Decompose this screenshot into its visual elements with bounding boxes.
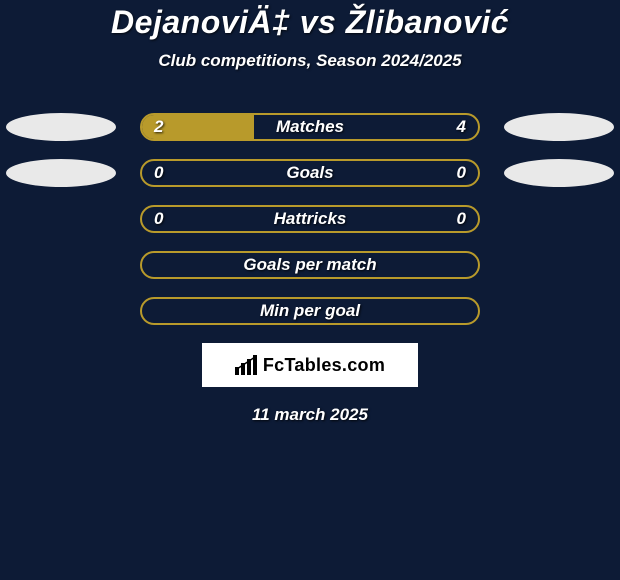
page-title: DejanoviÄ‡ vs Žlibanović [0,4,620,41]
player-left-ellipse [6,113,116,141]
stat-row: 24Matches [0,113,620,141]
bars-icon [235,355,257,375]
infographic-container: DejanoviÄ‡ vs Žlibanović Club competitio… [0,0,620,425]
stat-bar: 00Goals [140,159,480,187]
stat-label: Goals per match [142,255,478,275]
player-left-ellipse [6,159,116,187]
stat-row: Min per goal [0,297,620,325]
stat-bar: Min per goal [140,297,480,325]
stat-label: Min per goal [142,301,478,321]
stat-row: Goals per match [0,251,620,279]
subtitle: Club competitions, Season 2024/2025 [0,51,620,71]
footer-date: 11 march 2025 [0,405,620,425]
stat-bar: Goals per match [140,251,480,279]
stat-row: 00Goals [0,159,620,187]
logo-box: FcTables.com [202,343,418,387]
stats-area: 24Matches 00Goals 00Hattricks Goals per mat… [0,113,620,325]
stat-label: Hattricks [142,209,478,229]
stat-bar: 24Matches [140,113,480,141]
stat-row: 00Hattricks [0,205,620,233]
stat-bar: 00Hattricks [140,205,480,233]
player-right-ellipse [504,159,614,187]
player-right-ellipse [504,113,614,141]
logo-text: FcTables.com [263,355,385,376]
stat-label: Goals [142,163,478,183]
stat-label: Matches [142,117,478,137]
